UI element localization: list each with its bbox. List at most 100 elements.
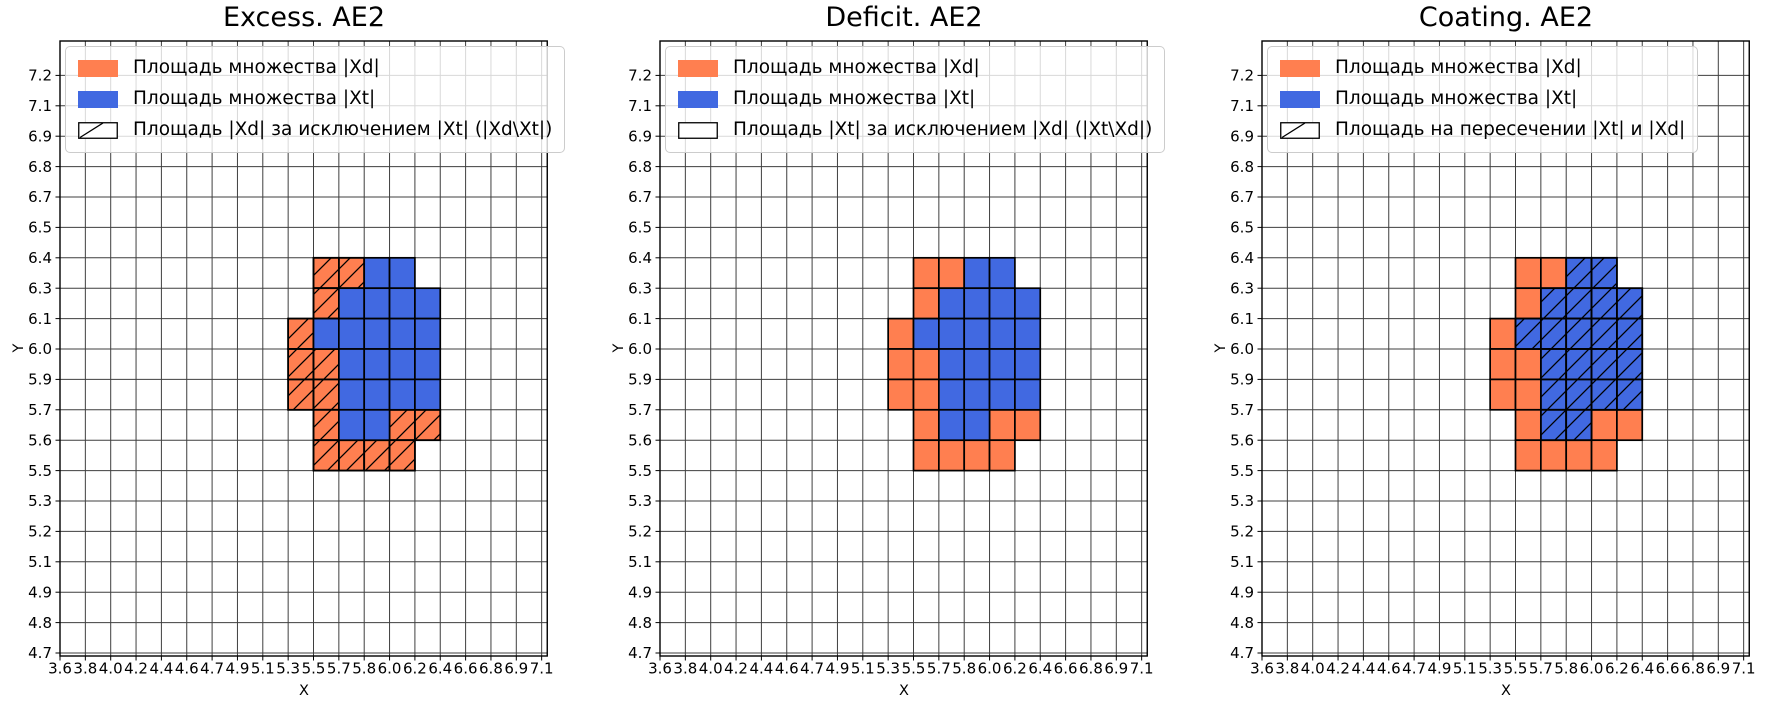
x-axis-label-coating: X xyxy=(1501,683,1511,699)
x-tick-label: 4.2 xyxy=(1326,660,1350,678)
legend-swatch-xt-icon xyxy=(78,91,118,108)
tick-labels: 3.6 3.8 4.0 4.2 4.4 4.6 4.7 4.9 5.1 5.3 5.5 5.7 5.8 6… xyxy=(628,67,1153,678)
y-tick-label: 6.0 xyxy=(628,340,652,358)
x-tick-label: 4.9 xyxy=(826,660,850,678)
x-tick-label: 5.8 xyxy=(352,660,376,678)
y-tick-label: 6.3 xyxy=(1230,279,1254,297)
cell-xt xyxy=(1590,256,1618,290)
y-tick-label: 5.2 xyxy=(628,523,652,541)
cell-xd xyxy=(887,378,915,411)
y-tick-label: 6.8 xyxy=(28,158,52,176)
cell-xt xyxy=(937,348,966,381)
legend-swatch-xt-icon xyxy=(1280,91,1320,108)
cell-xd xyxy=(1616,408,1644,442)
cell-xd xyxy=(1590,408,1618,442)
grid-lines xyxy=(1261,41,1750,656)
cell-xt xyxy=(937,378,966,411)
x-tick-label: 4.7 xyxy=(1402,660,1426,678)
plot-0: 3.6 3.8 4.0 4.2 4.4 4.6 4.7 4.9 5.1 5.3 5.5 5.7 5.8 6… xyxy=(28,40,554,678)
x-tick-label: 5.5 xyxy=(1504,660,1528,678)
x-tick-label: 3.8 xyxy=(673,660,697,678)
cell-xd xyxy=(912,439,940,472)
cell-xd xyxy=(1539,439,1568,472)
cell-xd xyxy=(388,408,416,442)
legend-row: Площадь множества |Xd| xyxy=(78,53,552,84)
x-axis-label-excess: X xyxy=(299,683,309,699)
y-tick-label: 6.7 xyxy=(1230,188,1254,206)
y-tick-label: 5.3 xyxy=(1230,492,1254,510)
cell-xt xyxy=(1565,287,1593,320)
x-tick-label: 6.6 xyxy=(454,660,478,678)
legend-label: Площадь множества |Xt| xyxy=(733,88,976,110)
cell-xt xyxy=(414,287,442,320)
cell-xd xyxy=(937,439,966,472)
cell-xt xyxy=(312,317,340,350)
x-tick-label: 6.2 xyxy=(403,660,427,678)
y-tick-label: 6.0 xyxy=(1230,340,1254,358)
cell-xd xyxy=(1514,439,1542,472)
legend-row: Площадь на пересечении |Xt| и |Xd| xyxy=(1280,115,1685,146)
y-axis-label-excess: Y xyxy=(11,343,27,353)
cell-xd xyxy=(963,439,991,472)
cell-xt xyxy=(1514,317,1542,350)
cell-xt xyxy=(363,378,391,411)
cell-xd xyxy=(937,256,966,290)
x-tick-label: 6.0 xyxy=(378,660,402,678)
x-tick-label: 7.1 xyxy=(530,660,554,678)
x-tick-label: 5.7 xyxy=(1529,660,1553,678)
y-tick-label: 6.8 xyxy=(1230,158,1254,176)
cell-xt xyxy=(1539,408,1568,442)
legend-swatch-hatch-icon xyxy=(78,122,118,139)
y-tick-label: 6.5 xyxy=(1230,219,1254,237)
cell-xt xyxy=(988,348,1016,381)
legend-row: Площадь множества |Xt| xyxy=(78,84,552,115)
x-tick-label: 3.6 xyxy=(1250,660,1274,678)
cell-xt xyxy=(963,408,991,442)
y-tick-label: 6.4 xyxy=(28,249,52,267)
cell-xt xyxy=(1565,348,1593,381)
y-tick-label: 6.1 xyxy=(28,310,52,328)
x-tick-label: 5.5 xyxy=(302,660,326,678)
cell-xt xyxy=(388,256,416,290)
legend-row: Площадь множества |Xd| xyxy=(1280,53,1685,84)
cell-xd xyxy=(1514,348,1542,381)
cell-xd xyxy=(912,256,940,290)
x-tick-label: 6.2 xyxy=(1003,660,1027,678)
cell-xd xyxy=(388,439,416,472)
x-tick-label: 6.6 xyxy=(1656,660,1680,678)
x-tick-label: 4.0 xyxy=(699,660,723,678)
legend-excess: Площадь множества |Xd| Площадь множества … xyxy=(65,46,566,153)
x-tick-label: 6.4 xyxy=(1630,660,1654,678)
y-tick-label: 5.5 xyxy=(628,462,652,480)
y-tick-label: 6.9 xyxy=(628,127,652,145)
x-tick-label: 4.2 xyxy=(724,660,748,678)
y-axis-label-deficit: Y xyxy=(611,343,627,353)
x-tick-label: 6.8 xyxy=(1681,660,1705,678)
y-tick-label: 7.2 xyxy=(628,67,652,85)
cell-xt xyxy=(388,317,416,350)
legend-row: Площадь множества |Xd| xyxy=(678,53,1152,84)
y-tick-label: 5.2 xyxy=(1230,523,1254,541)
y-tick-label: 7.2 xyxy=(1230,67,1254,85)
y-tick-label: 5.7 xyxy=(628,401,652,419)
cell-xt xyxy=(988,287,1016,320)
x-tick-label: 4.4 xyxy=(149,660,173,678)
tick-marks xyxy=(55,74,543,661)
y-tick-label: 4.8 xyxy=(28,614,52,632)
cell-xt xyxy=(1539,287,1568,320)
x-tick-label: 6.0 xyxy=(978,660,1002,678)
y-tick-label: 6.4 xyxy=(628,249,652,267)
y-tick-label: 6.3 xyxy=(28,279,52,297)
cell-xt xyxy=(388,287,416,320)
legend-swatch-empty-icon xyxy=(678,122,718,139)
cell-xt xyxy=(1616,287,1644,320)
x-axis-label-deficit: X xyxy=(899,683,909,699)
y-tick-label: 7.2 xyxy=(28,67,52,85)
cell-xt xyxy=(388,378,416,411)
y-tick-label: 5.1 xyxy=(1230,553,1254,571)
cell-xt xyxy=(988,378,1016,411)
cell-xt xyxy=(363,317,391,350)
cell-xt xyxy=(1590,378,1618,411)
cell-xd xyxy=(1514,256,1542,290)
cell-xd xyxy=(1590,439,1618,472)
